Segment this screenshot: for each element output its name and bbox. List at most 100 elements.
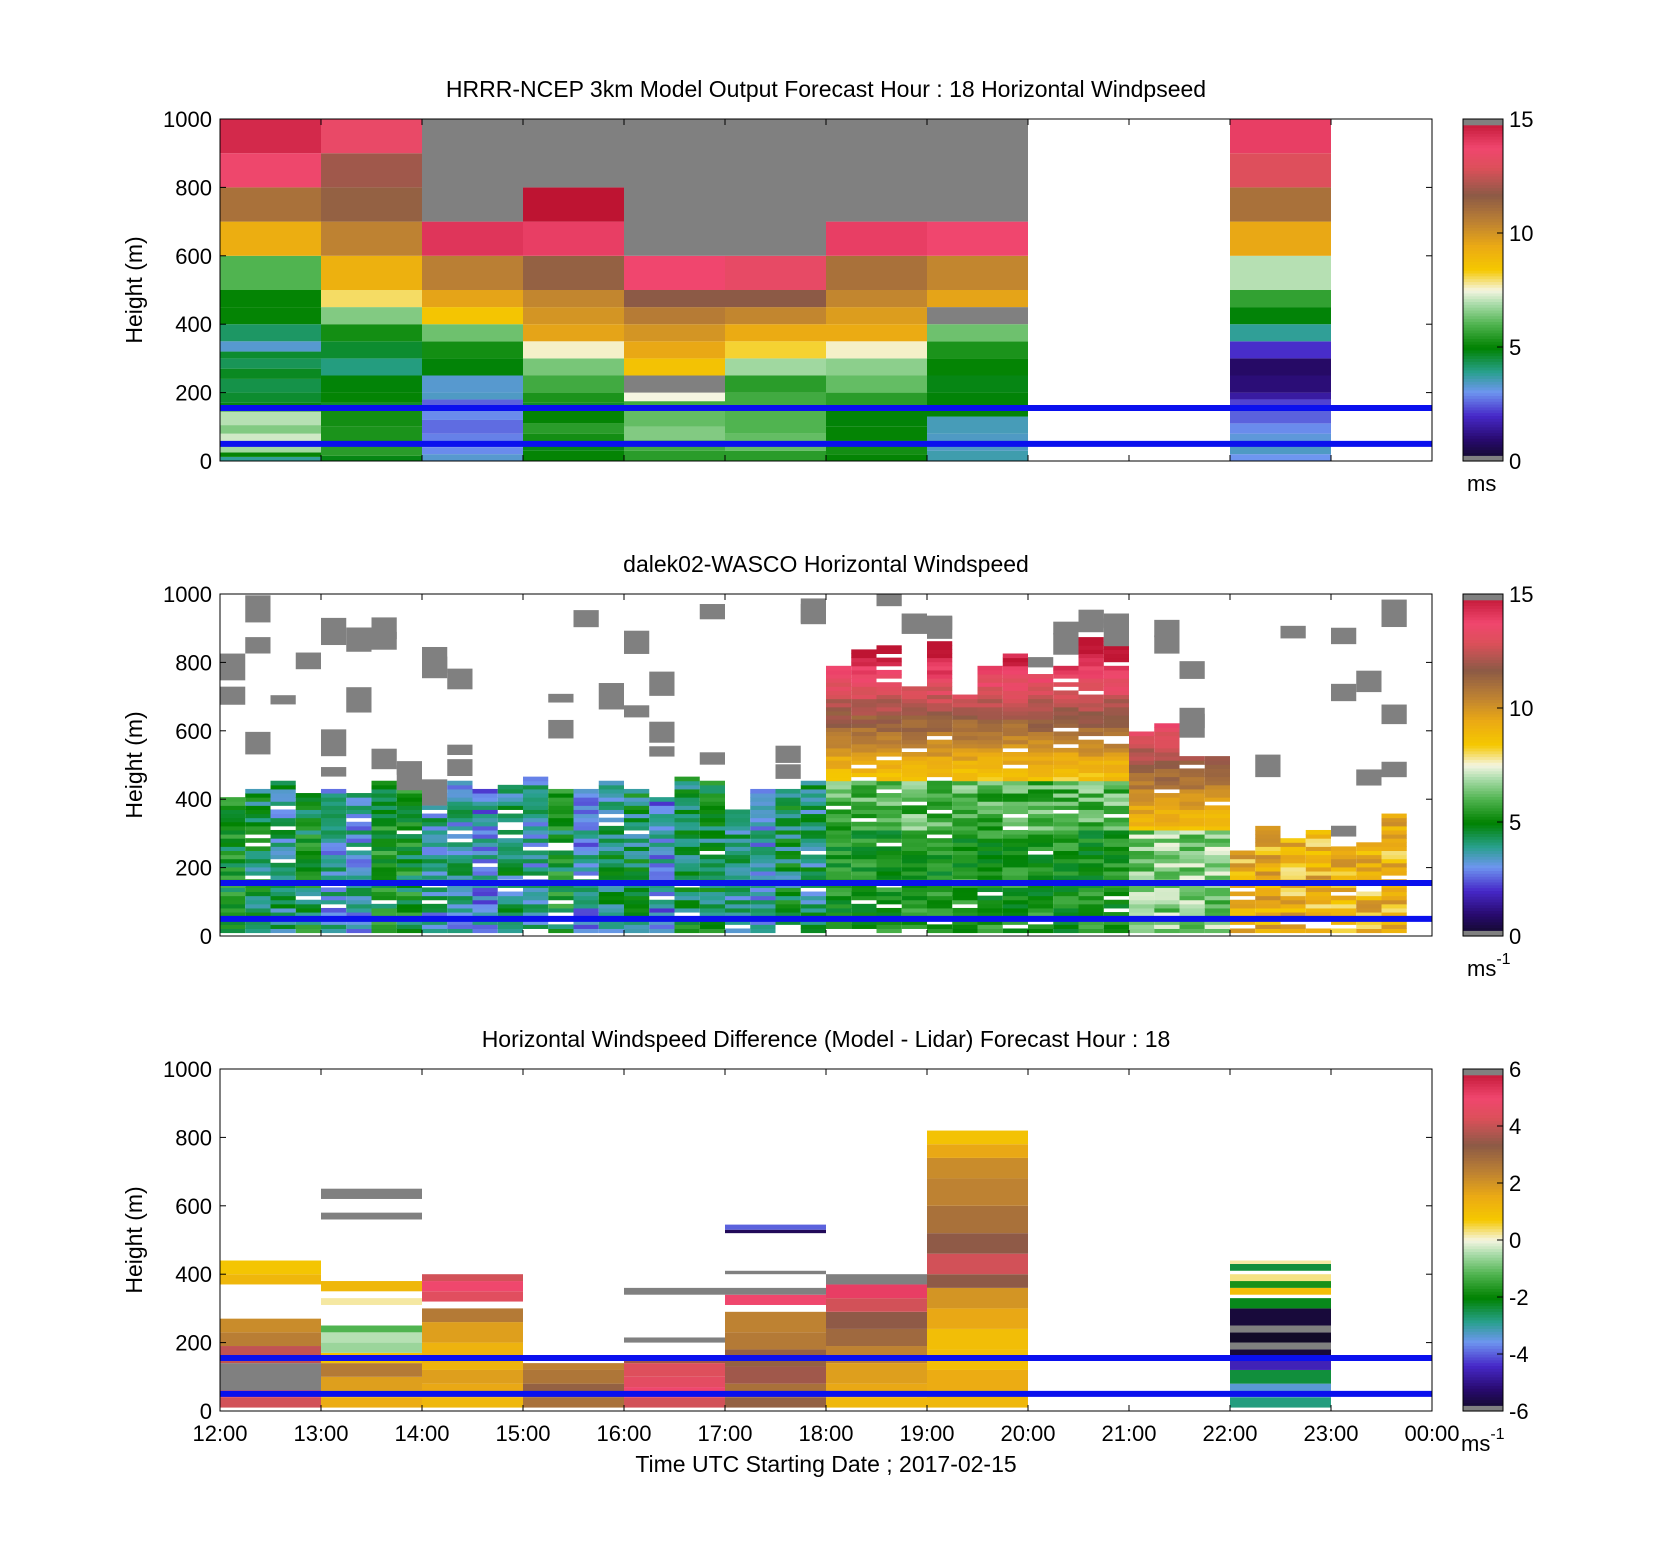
heatmap-cell <box>851 924 877 929</box>
heatmap-cell <box>624 895 650 901</box>
heatmap-cell <box>876 674 902 679</box>
heatmap-cell <box>447 784 473 790</box>
heatmap-cell <box>1028 825 1054 831</box>
heatmap-cell <box>598 825 624 831</box>
y-tick-label: 400 <box>175 312 212 337</box>
heatmap-cell <box>901 780 927 786</box>
colorbar-swatch <box>1463 130 1503 134</box>
heatmap-cell <box>876 817 902 823</box>
heatmap-cell <box>1230 423 1331 434</box>
heatmap-cell <box>220 895 246 901</box>
colorbar-swatch <box>1463 921 1503 926</box>
x-tick-label: 13:00 <box>293 1421 348 1446</box>
heatmap-cell <box>1002 875 1028 880</box>
heatmap-cell <box>396 887 422 893</box>
colorbar-swatch <box>1463 628 1503 632</box>
heatmap-cell <box>371 928 397 934</box>
colorbar-swatch <box>1463 688 1503 692</box>
heatmap-cell <box>952 702 978 708</box>
heatmap-cell <box>800 842 826 847</box>
heatmap-cell <box>977 776 1003 782</box>
heatmap-cell <box>346 850 372 856</box>
colorbar-swatch <box>1463 747 1503 752</box>
heatmap-cell <box>901 731 927 737</box>
heatmap-cell <box>422 324 523 342</box>
heatmap-cell <box>523 776 549 782</box>
heatmap-cell <box>674 875 700 880</box>
heatmap-cell <box>901 858 927 864</box>
heatmap-cell <box>927 723 953 728</box>
heatmap-cell <box>220 351 321 359</box>
heatmap-cell <box>295 899 321 905</box>
heatmap-cell <box>649 801 675 806</box>
heatmap-cell <box>876 838 902 843</box>
heatmap-cell <box>826 838 852 843</box>
heatmap-cell <box>497 895 523 901</box>
heatmap-cell <box>1053 846 1079 851</box>
heatmap-cell <box>598 797 624 802</box>
heatmap-cell <box>371 801 397 806</box>
heatmap-cell <box>1103 920 1129 925</box>
heatmap-cell <box>876 928 902 934</box>
heatmap-cell <box>725 307 826 325</box>
heatmap-cell <box>1230 1281 1331 1288</box>
heatmap-cell <box>876 875 902 880</box>
heatmap-cell <box>624 875 650 880</box>
heatmap-cell <box>750 817 776 823</box>
colorbar-swatch <box>1463 822 1503 826</box>
heatmap-cell <box>1078 805 1104 810</box>
heatmap-cell <box>927 1178 1028 1206</box>
heatmap-cell <box>1028 706 1054 712</box>
colorbar-swatch <box>1463 836 1503 840</box>
heatmap-cell <box>321 887 347 893</box>
heatmap-cell <box>422 1397 523 1408</box>
heatmap-cell <box>573 866 599 872</box>
colorbar-swatch <box>1463 318 1503 322</box>
colorbar-swatch <box>1463 1362 1503 1366</box>
heatmap-cell <box>1028 797 1054 802</box>
heatmap-cell <box>826 813 852 819</box>
heatmap-cell <box>422 891 448 897</box>
heatmap-cell <box>674 850 700 856</box>
heatmap-cell <box>624 846 650 851</box>
heatmap-cell <box>876 747 902 753</box>
colorbar-swatch <box>1463 358 1503 362</box>
heatmap-cell <box>800 903 826 909</box>
heatmap-cell <box>1103 842 1129 847</box>
heatmap-cell <box>1078 694 1104 700</box>
heatmap-cell <box>321 221 422 256</box>
heatmap-cell <box>901 686 927 691</box>
heatmap-cell <box>1179 866 1205 872</box>
heatmap-cell <box>1204 756 1230 761</box>
panel-difference-reference-lines <box>220 1354 1432 1397</box>
heatmap-cell <box>1356 858 1382 864</box>
heatmap-cell <box>396 788 422 794</box>
heatmap-cell <box>422 447 523 455</box>
colorbar-swatch <box>1463 1200 1503 1204</box>
colorbar-swatch <box>1463 804 1503 809</box>
heatmap-cell <box>1002 752 1028 757</box>
heatmap-cell <box>1129 813 1155 819</box>
heatmap-cell <box>1103 698 1129 704</box>
heatmap-cell <box>977 665 1003 671</box>
heatmap-cell <box>1305 891 1331 897</box>
colorbar-swatch <box>1463 156 1503 160</box>
heatmap-cell <box>1028 731 1054 737</box>
heatmap-cell <box>1154 924 1180 929</box>
heatmap-cell <box>598 907 624 913</box>
heatmap-cell <box>245 903 271 909</box>
heatmap-cell <box>371 854 397 860</box>
heatmap-cell <box>1078 739 1104 745</box>
heatmap-cell <box>321 801 347 806</box>
heatmap-cell <box>826 829 852 835</box>
heatmap-cell <box>800 780 826 786</box>
heatmap-cell <box>321 895 347 901</box>
colorbar-swatch <box>1463 685 1503 689</box>
heatmap-cell <box>851 809 877 815</box>
heatmap-cell <box>1078 854 1104 860</box>
heatmap-cell <box>977 834 1003 839</box>
heatmap-cell <box>927 912 953 917</box>
colorbar-swatch <box>1463 1111 1503 1116</box>
colorbar-swatch <box>1463 181 1503 186</box>
heatmap-cell <box>371 617 397 640</box>
